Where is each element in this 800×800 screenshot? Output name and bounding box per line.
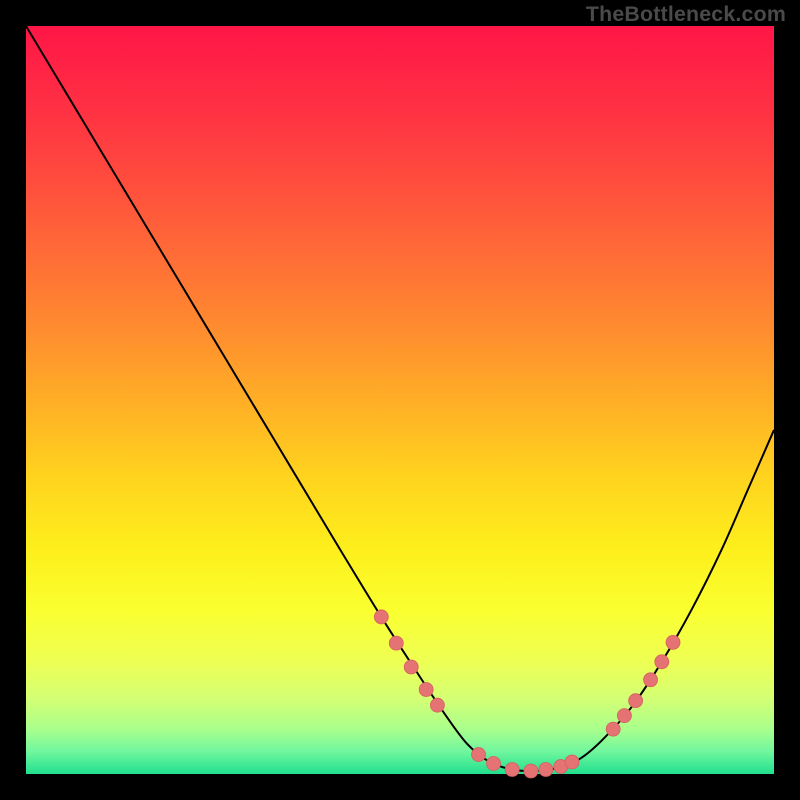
marker-dot [655, 655, 669, 669]
marker-dot [524, 764, 538, 778]
marker-dot [487, 757, 501, 771]
marker-dot [430, 698, 444, 712]
marker-dot [644, 673, 658, 687]
marker-dot [419, 682, 433, 696]
marker-dot [565, 755, 579, 769]
marker-dot [472, 748, 486, 762]
marker-dot [617, 709, 631, 723]
marker-dot [505, 763, 519, 777]
marker-dot [629, 694, 643, 708]
watermark-text: TheBottleneck.com [586, 2, 786, 27]
chart-container: TheBottleneck.com [0, 0, 800, 800]
marker-dot [606, 722, 620, 736]
markers-group [374, 610, 680, 778]
plot-area [26, 26, 774, 774]
marker-dot [389, 636, 403, 650]
marker-dot [374, 610, 388, 624]
curve-layer [26, 26, 774, 774]
marker-dot [666, 635, 680, 649]
marker-dot [539, 763, 553, 777]
marker-dot [404, 660, 418, 674]
